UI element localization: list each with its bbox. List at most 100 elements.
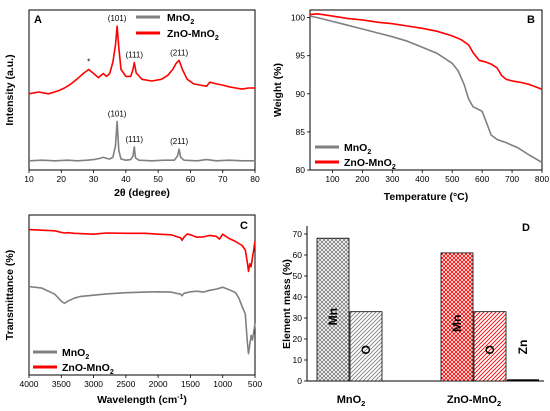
x-tick-label: 10 bbox=[24, 174, 34, 184]
y-tick-label: 40 bbox=[293, 292, 303, 302]
panel-c-series bbox=[28, 228, 256, 355]
panel-b-y-ticks: 80 85 90 95 100 bbox=[291, 13, 310, 175]
panel-a-line-zno-mno2 bbox=[28, 25, 255, 95]
panel-a-label: A bbox=[34, 14, 42, 26]
panel-a-peak-label: (101) bbox=[108, 14, 127, 23]
bar-label-mn: Mn bbox=[326, 308, 340, 325]
y-tick-label: 0 bbox=[297, 376, 302, 386]
panel-c-line-zno-mno2 bbox=[28, 228, 256, 273]
panel-a-line-mno2 bbox=[28, 120, 255, 162]
y-tick-label: 60 bbox=[293, 250, 303, 260]
panel-a-xlabel: 2θ (degree) bbox=[114, 187, 170, 199]
x-tick-label: 4000 bbox=[20, 379, 39, 389]
y-tick-label: 10 bbox=[293, 355, 303, 365]
panel-a-series bbox=[28, 25, 255, 162]
panel-a-frame bbox=[28, 9, 256, 171]
bar-zno-mno2-o bbox=[473, 311, 507, 382]
x-tick-label: 3000 bbox=[84, 379, 103, 389]
x-tick-label: 700 bbox=[505, 174, 519, 184]
y-tick-label: 50 bbox=[293, 271, 303, 281]
panel-a-legend-mno2: MnO2 bbox=[167, 12, 194, 26]
y-tick-label: 85 bbox=[296, 127, 306, 137]
x-tick-label: 50 bbox=[153, 174, 163, 184]
panel-c: C 4000 3500 3000 2500 2000 1500 1000 500 Wavele… bbox=[4, 214, 262, 406]
x-tick-label: 70 bbox=[218, 174, 228, 184]
bar-mno2-mn bbox=[316, 237, 350, 382]
x-tick-label: 60 bbox=[186, 174, 196, 184]
panel-b-label: B bbox=[527, 14, 535, 26]
y-tick-label: 95 bbox=[296, 51, 306, 61]
panel-b-xlabel: Temperature (°C) bbox=[384, 191, 469, 203]
bar-zno-mno2-zn bbox=[507, 379, 539, 381]
panel-b-series bbox=[309, 13, 543, 164]
x-tick-label: 20 bbox=[57, 174, 67, 184]
panel-b-frame bbox=[309, 9, 543, 171]
panel-a-legend: MnO2 ZnO-MnO2 bbox=[136, 12, 219, 42]
x-tick-label: 100 bbox=[325, 174, 339, 184]
x-tick-label: 1000 bbox=[213, 379, 232, 389]
panel-d-bars: Mn O Mn O Zn bbox=[316, 237, 539, 382]
panel-a-x-ticks: 10 20 30 40 50 60 70 80 bbox=[24, 170, 260, 184]
x-tick-label: 500 bbox=[445, 174, 459, 184]
panel-c-legend: MnO2 ZnO-MnO2 bbox=[33, 347, 114, 376]
y-tick-label: 20 bbox=[293, 334, 303, 344]
bar-label-o: O bbox=[359, 345, 373, 354]
x-tick-label: 400 bbox=[415, 174, 429, 184]
panel-b-x-ticks: 100 200 300 400 500 600 700 800 bbox=[325, 170, 549, 184]
panel-a-ylabel: Intensity (a.u.) bbox=[4, 54, 16, 125]
panel-c-ylabel: Transmittance (%) bbox=[4, 250, 16, 340]
panel-b-legend: MnO2 ZnO-MnO2 bbox=[315, 142, 396, 171]
panel-c-xlabel: Wavelength (cm-1) bbox=[97, 394, 187, 406]
y-tick-label: 70 bbox=[293, 229, 303, 239]
panel-a: A (101) (111) (211) * (101) (111) (211) 10 20 30… bbox=[4, 9, 260, 199]
panel-c-label: C bbox=[240, 220, 248, 232]
panel-c-x-ticks: 4000 3500 3000 2500 2000 1500 1000 500 bbox=[20, 375, 262, 389]
panel-c-legend-mno2: MnO2 bbox=[62, 347, 89, 361]
x-tick-label: 3500 bbox=[52, 379, 71, 389]
x-tick-label: 40 bbox=[121, 174, 131, 184]
bar-zno-mno2-mn bbox=[440, 252, 474, 382]
y-tick-label: 100 bbox=[291, 13, 305, 23]
x-tick-label: 600 bbox=[475, 174, 489, 184]
bar-label-o: O bbox=[483, 345, 497, 354]
x-tick-label: 2000 bbox=[149, 379, 168, 389]
panel-a-legend-zno: ZnO-MnO2 bbox=[167, 28, 219, 42]
panel-c-line-mno2 bbox=[28, 285, 256, 355]
x-tick-label: 1500 bbox=[181, 379, 200, 389]
x-tick-label: 30 bbox=[89, 174, 99, 184]
panel-a-peak-label: (101) bbox=[108, 109, 127, 118]
x-tick-label: 800 bbox=[535, 174, 549, 184]
x-tick-label: 80 bbox=[250, 174, 260, 184]
panel-b-legend-mno2: MnO2 bbox=[344, 142, 371, 156]
bar-label-mn: Mn bbox=[450, 315, 464, 332]
panel-a-peak-label: * bbox=[87, 57, 90, 66]
panel-a-peak-label: (211) bbox=[170, 48, 188, 57]
panel-a-annotations: (101) (111) (211) * (101) (111) (211) bbox=[87, 14, 188, 146]
panel-c-frame bbox=[28, 214, 256, 376]
panel-b-legend-zno: ZnO-MnO2 bbox=[344, 157, 396, 171]
panel-b-line-zno-mno2 bbox=[309, 13, 543, 90]
panel-d-category-zno-mno2: ZnO-MnO2 bbox=[447, 394, 501, 408]
x-tick-label: 300 bbox=[385, 174, 399, 184]
panel-d-y-ticks: 0 10 20 30 40 50 60 70 bbox=[293, 229, 307, 386]
panel-b-ylabel: Weight (%) bbox=[272, 63, 284, 117]
y-tick-label: 90 bbox=[296, 89, 306, 99]
panel-c-legend-zno: ZnO-MnO2 bbox=[62, 362, 114, 376]
x-tick-label: 2500 bbox=[116, 379, 135, 389]
panel-b: B 100 200 300 400 500 600 700 800 80 85 90 95 100 T… bbox=[272, 9, 549, 203]
bar-mno2-o bbox=[349, 311, 383, 382]
x-tick-label: 200 bbox=[355, 174, 369, 184]
panel-d: D 0 10 20 30 40 50 60 70 Mn O Mn O Zn Element mass … bbox=[281, 222, 544, 408]
panel-a-peak-label: (111) bbox=[126, 51, 144, 60]
y-tick-label: 80 bbox=[296, 165, 306, 175]
panel-a-peak-label: (211) bbox=[170, 137, 188, 146]
panel-d-ylabel: Element mass (%) bbox=[281, 259, 293, 349]
panel-b-line-mno2 bbox=[309, 15, 543, 164]
y-tick-label: 30 bbox=[293, 313, 303, 323]
bar-label-zn: Zn bbox=[516, 340, 530, 355]
x-tick-label: 500 bbox=[248, 379, 262, 389]
panel-a-peak-label: (111) bbox=[126, 135, 144, 144]
panel-d-label: D bbox=[522, 222, 530, 234]
panel-d-category-mno2: MnO2 bbox=[337, 394, 366, 408]
